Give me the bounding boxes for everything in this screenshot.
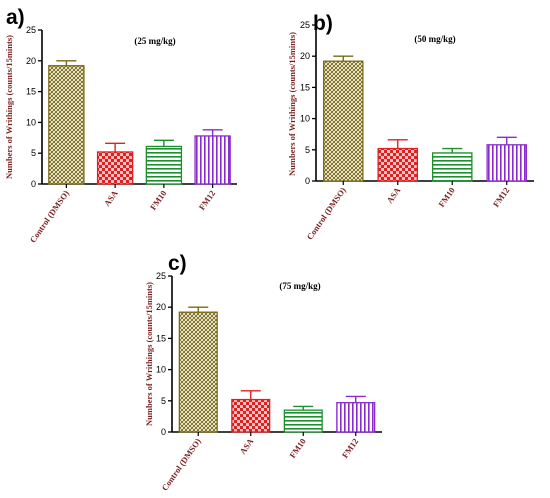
y-tick-label: 15 [300,82,310,92]
chart-title: (75 mg/kg) [279,281,320,291]
y-tick-label: 20 [300,51,310,61]
x-tick-label: Control (DMSO) [304,185,348,241]
bar-fm12 [486,144,528,182]
y-tick-label: 0 [161,427,166,437]
x-tick-label: Control (DMSO) [28,188,72,244]
y-tick-label: 0 [31,179,36,189]
panel-letter: c) [168,252,187,275]
y-tick-label: 20 [156,302,166,312]
chart-title: (25 mg/kg) [134,36,175,46]
bar-fm10 [145,145,183,185]
y-tick-label: 10 [156,365,166,375]
panels: a) (25 mg/kg) Numbers of Writhings (counts… [4,6,534,492]
x-tick-label: FM10 [287,436,308,460]
y-axis-label: Numbers of Writhings (counts/15mints) [287,32,297,176]
bar-control [322,60,364,182]
x-tick-label: Control (DMSO) [159,436,203,492]
y-axis-label: Numbers of Writhings (counts/15mints) [144,282,154,426]
y-tick-label: 25 [300,20,310,30]
y-tick-label: 10 [26,117,36,127]
bar-asa [377,147,419,182]
bar-control [48,65,85,185]
panel-a: a) (25 mg/kg) Numbers of Writhings (counts… [4,6,237,244]
bar-control [178,311,218,433]
panel-c: c) (75 mg/kg) Numbers of Writhings (counts… [144,252,382,492]
panel-letter: b) [313,12,333,35]
y-tick-label: 0 [305,176,310,186]
x-tick-label: ASA [102,188,120,208]
bar-fm12 [336,402,376,433]
x-tick-label: FM10 [148,188,169,212]
x-tick-label: FM12 [491,185,512,209]
y-tick-label: 5 [31,148,36,158]
bar-fm10 [431,152,473,182]
x-tick-label: FM10 [436,185,457,209]
bar-fm12 [194,135,231,185]
x-tick-label: FM12 [197,188,218,212]
panel-letter: a) [6,6,25,29]
bar-fm10 [283,409,323,433]
x-tick-label: ASA [384,185,402,205]
y-tick-label: 5 [161,396,166,406]
y-tick-label: 15 [26,87,36,97]
y-tick-label: 20 [26,56,36,66]
x-tick-label: FM12 [340,436,361,460]
y-tick-label: 25 [156,271,166,281]
x-tick-label: ASA [237,436,255,456]
y-tick-label: 25 [26,25,36,35]
y-axis-label: Numbers of Writhings (counts/15mints) [4,35,14,179]
y-tick-label: 10 [300,114,310,124]
y-tick-label: 5 [305,145,310,155]
panel-b: b) (50 mg/kg) Numbers of Writhings (counts… [287,12,534,241]
bar-asa [96,151,134,185]
chart-title: (50 mg/kg) [414,34,455,44]
bar-asa [231,398,271,433]
y-tick-label: 15 [156,333,166,343]
